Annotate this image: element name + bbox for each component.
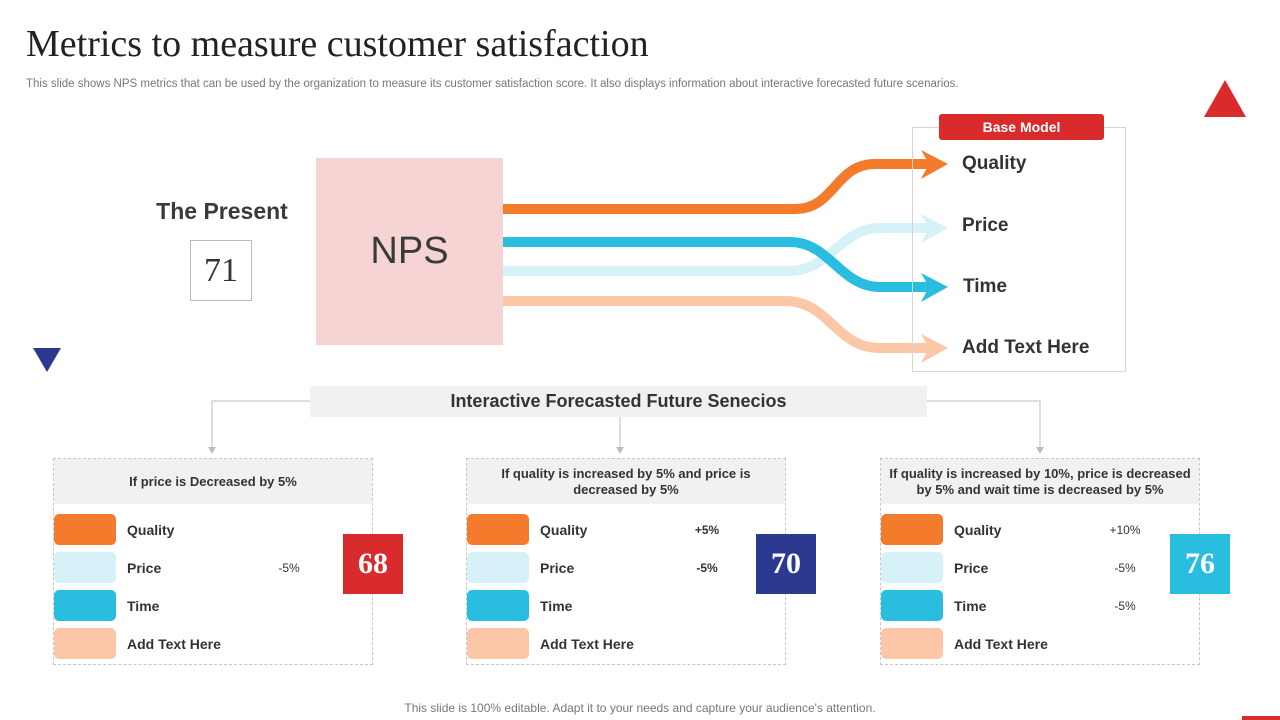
swatch-other [881, 628, 943, 659]
scenario-2-label-quality: Quality [540, 522, 588, 538]
connector-left [211, 400, 310, 448]
flow-path-price [503, 223, 930, 276]
scenario-3-label-other: Add Text Here [954, 636, 1048, 652]
outcome-price: Price [962, 215, 1009, 236]
scenario-3-label-time: Time [954, 598, 987, 614]
swatch-price [54, 552, 116, 583]
swatch-other [467, 628, 529, 659]
present-score: 71 [190, 240, 252, 301]
swatch-quality [881, 514, 943, 545]
scenario-1-label-price: Price [127, 560, 162, 576]
swatch-time [881, 590, 943, 621]
scenario-2-label-time: Time [540, 598, 573, 614]
scenario-3-value-price: -5% [1114, 561, 1136, 575]
scenario-1-label-time: Time [127, 598, 160, 614]
arrow-head-quality [921, 150, 948, 179]
scenario-card-3: If quality is increased by 10%, price is… [880, 458, 1230, 665]
scenario-3-label-price: Price [954, 560, 989, 576]
connector-right [927, 400, 1041, 448]
page-subtitle: This slide shows NPS metrics that can be… [26, 78, 959, 90]
page-title: Metrics to measure customer satisfaction [26, 23, 649, 65]
base-model-badge: Base Model [939, 114, 1104, 140]
flow-path-other [503, 296, 930, 353]
scenario-2-value-price: -5% [696, 561, 718, 575]
outcome-time: Time [963, 276, 1008, 297]
scenario-1-value-price: -5% [278, 561, 300, 575]
connector-arrow-middle [616, 447, 624, 454]
red-corner-decoration [1242, 716, 1280, 720]
scenario-2-score: 70 [756, 534, 816, 594]
blue-triangle-decoration [33, 348, 61, 372]
scenario-1-score: 68 [343, 534, 403, 594]
swatch-other [54, 628, 116, 659]
swatch-quality [54, 514, 116, 545]
outcome-quality: Quality [962, 153, 1027, 174]
scenario-card-1: If price is Decreased by 5% Quality Pric… [53, 458, 403, 665]
arrow-head-other [921, 334, 948, 363]
swatch-time [467, 590, 529, 621]
scenario-3-score: 76 [1170, 534, 1230, 594]
present-label: The Present [156, 198, 288, 224]
flow-path-quality [503, 159, 930, 214]
red-triangle-decoration [1204, 80, 1246, 117]
scenario-1-label-other: Add Text Here [127, 636, 221, 652]
scenario-2-value-quality: +5% [694, 523, 720, 537]
scenario-3-header: If quality is increased by 10%, price is… [881, 459, 1199, 504]
scenario-2-label-other: Add Text Here [540, 636, 634, 652]
swatch-price [881, 552, 943, 583]
swatch-quality [467, 514, 529, 545]
scenario-3-value-quality: +10% [1109, 523, 1141, 537]
swatch-time [54, 590, 116, 621]
swatch-price [467, 552, 529, 583]
arrow-head-price [921, 214, 948, 243]
scenario-2-label-price: Price [540, 560, 575, 576]
flow-path-time [503, 237, 930, 292]
nps-box: NPS [316, 158, 503, 345]
scenario-1-header: If price is Decreased by 5% [54, 459, 372, 504]
scenario-3-value-time: -5% [1114, 599, 1136, 613]
connector-arrow-left [208, 447, 216, 454]
footer-note: This slide is 100% editable. Adapt it to… [404, 701, 876, 715]
future-scenarios-title: Interactive Forecasted Future Senecios [310, 386, 927, 417]
outcome-other: Add Text Here [962, 337, 1090, 358]
arrow-head-time [921, 273, 948, 302]
scenario-1-label-quality: Quality [127, 522, 175, 538]
connector-arrow-right [1036, 447, 1044, 454]
scenario-2-header: If quality is increased by 5% and price … [467, 459, 785, 504]
scenario-3-label-quality: Quality [954, 522, 1002, 538]
scenario-card-2: If quality is increased by 5% and price … [466, 458, 816, 665]
